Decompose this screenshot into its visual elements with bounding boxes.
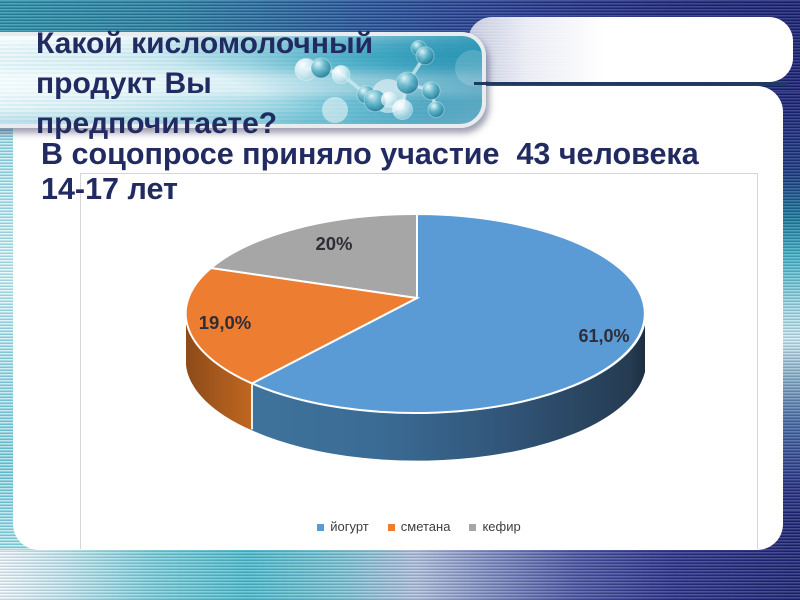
svg-text:20%: 20%: [315, 233, 352, 254]
svg-text:19,0%: 19,0%: [199, 312, 251, 333]
svg-text:61,0%: 61,0%: [578, 326, 629, 346]
